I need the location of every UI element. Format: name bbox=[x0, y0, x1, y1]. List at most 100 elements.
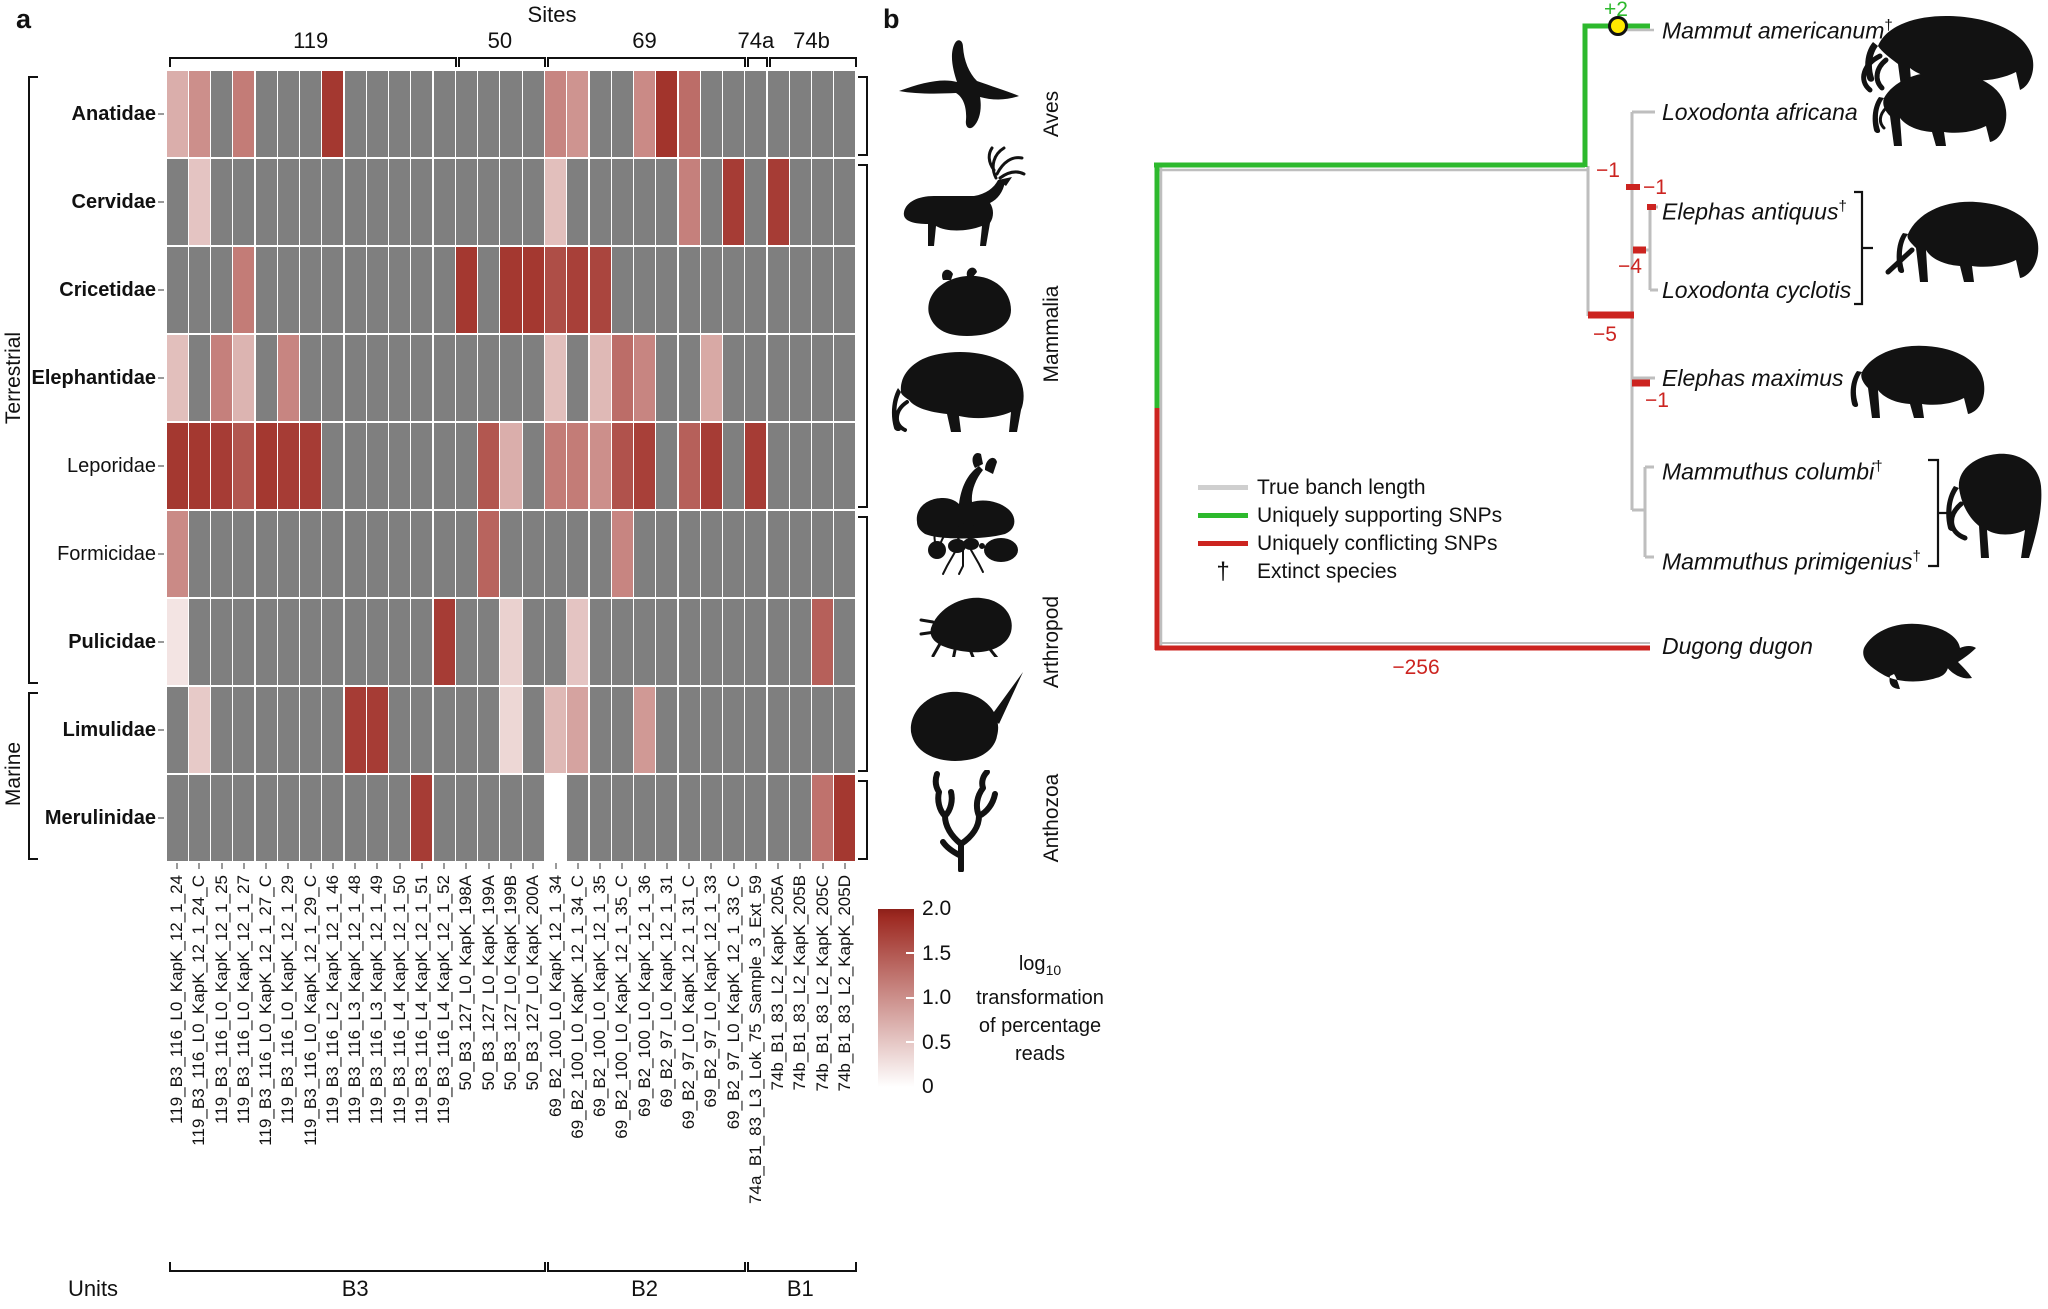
heatmap-cell bbox=[277, 422, 299, 510]
heatmap-cell bbox=[767, 422, 789, 510]
heatmap-cell bbox=[656, 422, 678, 510]
heatmap-cell bbox=[767, 686, 789, 774]
heatmap-cell bbox=[544, 774, 567, 862]
row-label-cervidae: Cervidae bbox=[71, 191, 157, 213]
heatmap-cell bbox=[166, 598, 188, 686]
heatmap-cell bbox=[255, 422, 277, 510]
heatmap-cell bbox=[411, 598, 433, 686]
heatmap-cell bbox=[433, 158, 455, 246]
heatmap-cell bbox=[723, 598, 745, 686]
heatmap-cell bbox=[233, 686, 255, 774]
heatmap-cell bbox=[255, 686, 277, 774]
heatmap-cell bbox=[211, 422, 233, 510]
colorbar-label-0: 0 bbox=[922, 1075, 934, 1098]
heatmap-cell bbox=[745, 510, 767, 598]
column-label: 74b_B1_83_L2_KapK_205D bbox=[834, 875, 854, 1092]
legend-swatch-green bbox=[1198, 513, 1248, 518]
heatmap-cell bbox=[233, 422, 255, 510]
heatmap-cell bbox=[522, 686, 544, 774]
goose-icon bbox=[899, 40, 1019, 129]
heatmap-cell bbox=[611, 70, 633, 158]
heatmap-cell bbox=[300, 246, 322, 334]
heatmap-cell bbox=[233, 246, 255, 334]
heatmap-cell bbox=[255, 158, 277, 246]
heatmap-cell bbox=[211, 246, 233, 334]
heatmap-cell bbox=[433, 334, 455, 422]
heatmap-cell bbox=[723, 70, 745, 158]
class-label-aves: Aves bbox=[1040, 90, 1063, 138]
heatmap-cell bbox=[344, 158, 366, 246]
site-label-119: 119 bbox=[293, 28, 329, 53]
column-label: 119_B3_116_L4_KapK_12_1_51 bbox=[411, 875, 431, 1124]
heatmap-cell bbox=[389, 70, 411, 158]
heatmap-cell bbox=[344, 422, 366, 510]
heatmap-cell bbox=[656, 334, 678, 422]
heatmap-cell bbox=[455, 598, 477, 686]
heatmap-cell bbox=[544, 510, 567, 598]
branch-annotation-1: −1 bbox=[1596, 159, 1620, 182]
unit-bracket-B2 bbox=[546, 1262, 747, 1272]
heatmap-cell bbox=[789, 70, 811, 158]
heatmap-cell bbox=[789, 510, 811, 598]
heatmap-cell bbox=[322, 510, 344, 598]
heatmap-cell bbox=[544, 422, 567, 510]
branch-annotation-2: −1 bbox=[1643, 176, 1667, 199]
axis-tick bbox=[843, 863, 846, 869]
heatmap-cell bbox=[700, 422, 722, 510]
branch-annotation-3: −4 bbox=[1618, 255, 1642, 278]
heatmap-cell bbox=[500, 158, 522, 246]
heatmap-cell bbox=[166, 334, 188, 422]
column-label: 50_B3_127_L0_KapK_199B bbox=[500, 875, 520, 1091]
column-label: 119_B3_116_L4_KapK_12_1_52 bbox=[434, 875, 454, 1124]
heatmap-cell bbox=[366, 598, 388, 686]
heatmap-cell bbox=[455, 510, 477, 598]
heatmap-cell bbox=[834, 70, 856, 158]
heatmap-cell bbox=[366, 686, 388, 774]
heatmap-cell bbox=[211, 70, 233, 158]
heatmap-cell bbox=[678, 70, 700, 158]
taxon-label-mammuthus-primigenius: Mammuthus primigenius† bbox=[1662, 548, 1921, 575]
axis-tick bbox=[799, 863, 802, 869]
heatmap-cell bbox=[166, 510, 188, 598]
heatmap-cell bbox=[812, 246, 834, 334]
heatmap-cell bbox=[634, 686, 656, 774]
legend-swatch-red bbox=[1198, 541, 1248, 546]
axis-tick bbox=[158, 201, 164, 203]
heatmap-cell bbox=[678, 246, 700, 334]
axis-tick bbox=[465, 863, 468, 869]
heatmap-cell bbox=[567, 598, 589, 686]
panel-b-label: b bbox=[883, 4, 900, 34]
heatmap-cell bbox=[678, 774, 700, 862]
heatmap-cell bbox=[344, 510, 366, 598]
axis-tick bbox=[158, 377, 164, 379]
heatmap-cell bbox=[544, 158, 567, 246]
antiquus-cyclotis-bracket bbox=[1854, 190, 1873, 306]
legend-label-3: Extinct species bbox=[1257, 560, 1398, 583]
heatmap-cell bbox=[656, 686, 678, 774]
heatmap-cell bbox=[634, 158, 656, 246]
site-bracket-50 bbox=[457, 57, 546, 67]
axis-tick bbox=[354, 863, 357, 869]
heatmap-cell bbox=[634, 510, 656, 598]
taxon-label-loxodonta-cyclotis: Loxodonta cyclotis bbox=[1662, 277, 1852, 303]
heatmap-cell bbox=[389, 246, 411, 334]
heatmap-cell bbox=[812, 686, 834, 774]
column-label: 69_B2_97_L0_KapK_12_1_33_C bbox=[723, 875, 743, 1130]
heatmap-cell bbox=[700, 334, 722, 422]
heatmap-cell bbox=[544, 334, 567, 422]
column-label: 119_B3_116_L0_KapK_12_1_27_C bbox=[256, 875, 276, 1146]
habitat-label-marine: Marine bbox=[2, 741, 25, 807]
heatmap-cell bbox=[522, 422, 544, 510]
heatmap-cell bbox=[522, 334, 544, 422]
heatmap-cell bbox=[255, 70, 277, 158]
heatmap-cell bbox=[500, 70, 522, 158]
heatmap-cell bbox=[834, 686, 856, 774]
legend-swatch-gray bbox=[1198, 485, 1248, 490]
heatmap-cell bbox=[544, 246, 567, 334]
heatmap-cell bbox=[188, 686, 210, 774]
heatmap-cell bbox=[723, 158, 745, 246]
african-elephant-icon bbox=[1872, 71, 2007, 146]
heatmap-cell bbox=[544, 70, 567, 158]
heatmap-cell bbox=[389, 422, 411, 510]
